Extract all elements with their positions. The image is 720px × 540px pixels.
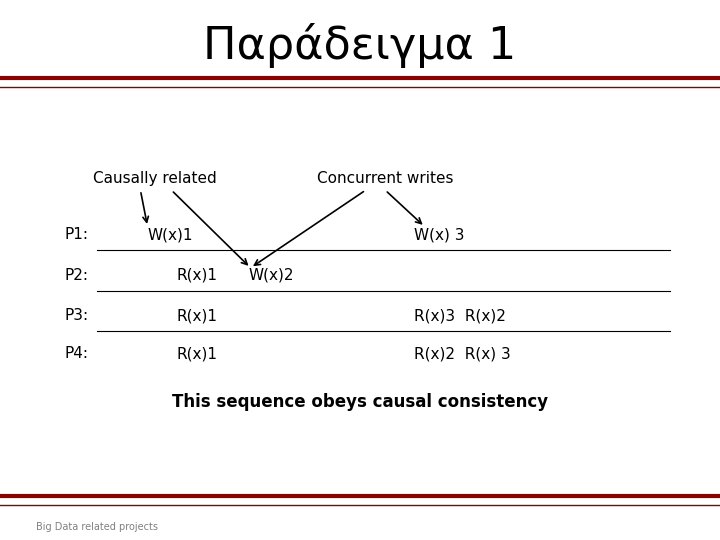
Text: This sequence obeys causal consistency: This sequence obeys causal consistency (172, 393, 548, 411)
Text: Παράδειγμα 1: Παράδειγμα 1 (203, 23, 517, 69)
Text: R(x)2  R(x) 3: R(x)2 R(x) 3 (414, 346, 510, 361)
Text: R(x)1: R(x)1 (176, 268, 217, 283)
Text: R(x)1: R(x)1 (176, 308, 217, 323)
Text: P1:: P1: (65, 227, 89, 242)
Text: P2:: P2: (65, 268, 89, 283)
Text: W(x)2: W(x)2 (248, 268, 294, 283)
Text: W(x)1: W(x)1 (148, 227, 193, 242)
Text: Concurrent writes: Concurrent writes (317, 171, 454, 186)
Text: W(x) 3: W(x) 3 (414, 227, 464, 242)
Text: P4:: P4: (65, 346, 89, 361)
Text: R(x)3  R(x)2: R(x)3 R(x)2 (414, 308, 506, 323)
Text: R(x)1: R(x)1 (176, 346, 217, 361)
Text: P3:: P3: (65, 308, 89, 323)
Text: Big Data related projects: Big Data related projects (36, 522, 158, 531)
Text: Causally related: Causally related (93, 171, 217, 186)
